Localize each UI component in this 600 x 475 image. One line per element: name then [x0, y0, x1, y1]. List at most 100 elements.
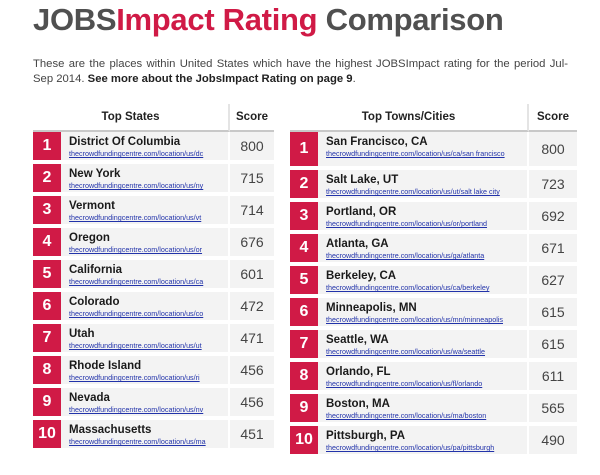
table-row: 1 District Of Columbia thecrowdfundingcent…	[33, 132, 274, 164]
top-states-table: Top States Score 1 District Of Columbia th…	[33, 104, 274, 452]
table-row: 7 Utah thecrowdfundingcentre.com/location/…	[33, 324, 274, 356]
rank-badge: 5	[33, 260, 61, 292]
table-row: 3 Vermont thecrowdfundingcentre.com/locati…	[33, 196, 274, 228]
score-value: 601	[230, 260, 274, 292]
place-link[interactable]: thecrowdfundingcentre.com/location/us/ca…	[326, 283, 490, 292]
place-cell: Atlanta, GA thecrowdfundingcentre.com/loc…	[318, 234, 529, 266]
place-link[interactable]: thecrowdfundingcentre.com/location/us/ga…	[326, 251, 485, 260]
place-link[interactable]: thecrowdfundingcentre.com/location/us/ut	[69, 341, 202, 350]
place-cell: Pittsburgh, PA thecrowdfundingcentre.com/…	[318, 426, 529, 458]
place-link[interactable]: thecrowdfundingcentre.com/location/us/or	[69, 245, 203, 254]
score-value: 800	[230, 132, 274, 164]
place-name: New York	[69, 168, 121, 180]
place-name: Oregon	[69, 232, 110, 244]
header-score: Score	[230, 104, 274, 132]
rank-badge: 1	[290, 132, 318, 170]
table-row: 3 Portland, OR thecrowdfundingcentre.com/l…	[290, 202, 577, 234]
intro-paragraph: These are the places within United State…	[33, 57, 568, 87]
score-value: 676	[230, 228, 274, 260]
place-link[interactable]: thecrowdfundingcentre.com/location/us/mn…	[326, 315, 503, 324]
rank-badge: 1	[33, 132, 61, 164]
place-cell: Rhode Island thecrowdfundingcentre.com/lo…	[61, 356, 230, 388]
place-name: Berkeley, CA	[326, 270, 397, 282]
rank-badge: 6	[33, 292, 61, 324]
place-link[interactable]: thecrowdfundingcentre.com/location/us/ut…	[326, 187, 500, 196]
score-value: 723	[529, 170, 577, 202]
header-top-states: Top States	[33, 104, 230, 132]
score-value: 471	[230, 324, 274, 356]
place-link[interactable]: thecrowdfundingcentre.com/location/us/fl…	[326, 379, 483, 388]
place-cell: Massachusetts thecrowdfundingcentre.com/l…	[61, 420, 230, 452]
title-impact-rating: Impact Rating	[116, 2, 318, 37]
place-link[interactable]: thecrowdfundingcentre.com/location/us/ca	[69, 277, 204, 286]
place-link[interactable]: thecrowdfundingcentre.com/location/us/vt	[69, 213, 202, 222]
place-cell: Berkeley, CA thecrowdfundingcentre.com/lo…	[318, 266, 529, 298]
score-value: 692	[529, 202, 577, 234]
place-link[interactable]: thecrowdfundingcentre.com/location/us/wa…	[326, 347, 486, 356]
header-top-towns: Top Towns/Cities	[290, 104, 529, 132]
place-cell: District Of Columbia thecrowdfundingcentr…	[61, 132, 230, 164]
score-value: 714	[230, 196, 274, 228]
place-link[interactable]: thecrowdfundingcentre.com/location/us/ma…	[326, 411, 487, 420]
place-cell: Oregon thecrowdfundingcentre.com/location…	[61, 228, 230, 260]
score-value: 490	[529, 426, 577, 458]
top-towns-table: Top Towns/Cities Score 1 San Francisco, C…	[290, 104, 577, 458]
table-row: 6 Colorado thecrowdfundingcentre.com/locat…	[33, 292, 274, 324]
place-cell: Portland, OR thecrowdfundingcentre.com/lo…	[318, 202, 529, 234]
table-row: 9 Nevada thecrowdfundingcentre.com/locatio…	[33, 388, 274, 420]
score-value: 615	[529, 330, 577, 362]
rank-badge: 2	[290, 170, 318, 202]
header-score: Score	[529, 104, 577, 132]
place-cell: Salt Lake, UT thecrowdfundingcentre.com/l…	[318, 170, 529, 202]
table-row: 4 Atlanta, GA thecrowdfundingcentre.com/lo…	[290, 234, 577, 266]
place-name: District Of Columbia	[69, 136, 181, 148]
rank-badge: 2	[33, 164, 61, 196]
score-value: 615	[529, 298, 577, 330]
place-link[interactable]: thecrowdfundingcentre.com/location/us/co	[69, 309, 204, 318]
place-name: San Francisco, CA	[326, 136, 428, 148]
more-info-text: See more about the JobsImpact Rating on …	[87, 73, 353, 85]
place-link[interactable]: thecrowdfundingcentre.com/location/us/ny	[69, 181, 204, 190]
place-name: Colorado	[69, 296, 120, 308]
intro-text: These are the places within United State…	[33, 58, 568, 85]
rank-badge: 7	[33, 324, 61, 356]
place-link[interactable]: thecrowdfundingcentre.com/location/us/ma	[69, 437, 206, 446]
place-link[interactable]: thecrowdfundingcentre.com/location/us/ca…	[326, 149, 505, 158]
place-name: California	[69, 264, 123, 276]
place-name: Orlando, FL	[326, 366, 391, 378]
score-value: 611	[529, 362, 577, 394]
place-link[interactable]: thecrowdfundingcentre.com/location/us/dc	[69, 149, 204, 158]
table-row: 5 Berkeley, CA thecrowdfundingcentre.com/l…	[290, 266, 577, 298]
place-cell: New York thecrowdfundingcentre.com/locati…	[61, 164, 230, 196]
place-cell: Vermont thecrowdfundingcentre.com/locatio…	[61, 196, 230, 228]
table-row: 10 Pittsburgh, PA thecrowdfundingcentre.co…	[290, 426, 577, 458]
place-link[interactable]: thecrowdfundingcentre.com/location/us/ri	[69, 373, 200, 382]
rank-badge: 9	[33, 388, 61, 420]
place-link[interactable]: thecrowdfundingcentre.com/location/us/nv	[69, 405, 204, 414]
score-value: 456	[230, 388, 274, 420]
place-name: Portland, OR	[326, 206, 397, 218]
place-cell: Boston, MA thecrowdfundingcentre.com/loca…	[318, 394, 529, 426]
score-value: 627	[529, 266, 577, 298]
rank-badge: 10	[33, 420, 61, 452]
place-cell: California thecrowdfundingcentre.com/loca…	[61, 260, 230, 292]
place-link[interactable]: thecrowdfundingcentre.com/location/us/pa…	[326, 443, 495, 452]
place-link[interactable]: thecrowdfundingcentre.com/location/us/or…	[326, 219, 488, 228]
table-row: 4 Oregon thecrowdfundingcentre.com/locatio…	[33, 228, 274, 260]
place-cell: Seattle, WA thecrowdfundingcentre.com/loc…	[318, 330, 529, 362]
score-value: 456	[230, 356, 274, 388]
rank-badge: 8	[33, 356, 61, 388]
title-jobs: JOBS	[33, 2, 117, 37]
table-row: 2 New York thecrowdfundingcentre.com/locat…	[33, 164, 274, 196]
place-name: Salt Lake, UT	[326, 174, 399, 186]
place-name: Pittsburgh, PA	[326, 430, 406, 442]
place-name: Nevada	[69, 392, 110, 404]
score-value: 565	[529, 394, 577, 426]
page-title: JOBSImpact Rating Comparison	[33, 2, 504, 38]
place-name: Rhode Island	[69, 360, 142, 372]
place-cell: Orlando, FL thecrowdfundingcentre.com/loc…	[318, 362, 529, 394]
score-value: 671	[529, 234, 577, 266]
place-cell: San Francisco, CA thecrowdfundingcentre.c…	[318, 132, 529, 170]
score-value: 472	[230, 292, 274, 324]
place-cell: Colorado thecrowdfundingcentre.com/locati…	[61, 292, 230, 324]
